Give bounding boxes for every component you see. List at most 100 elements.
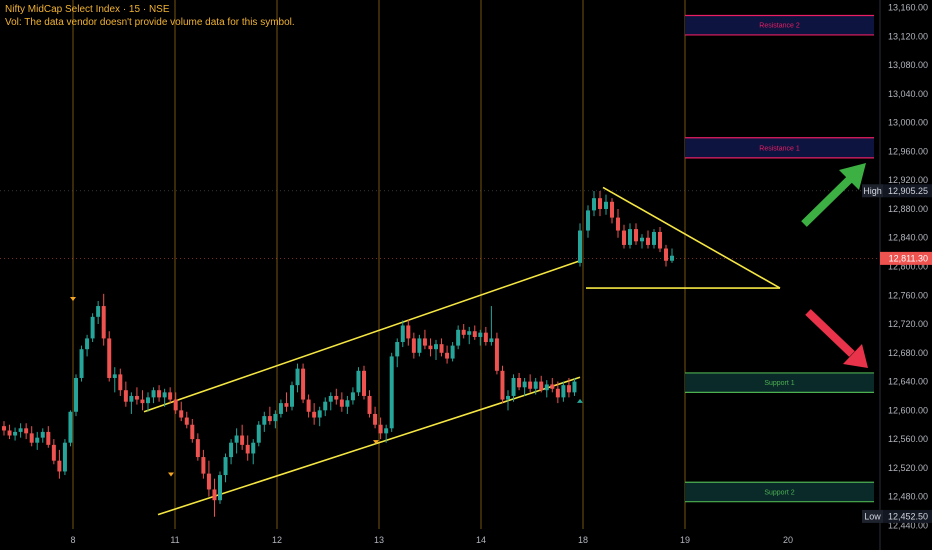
candle-body bbox=[450, 345, 455, 359]
candle bbox=[79, 345, 84, 382]
candle bbox=[461, 324, 466, 339]
candle-body bbox=[74, 377, 78, 412]
candle bbox=[652, 229, 656, 249]
candle-body bbox=[616, 217, 620, 231]
candle bbox=[406, 319, 411, 346]
candle bbox=[456, 325, 461, 350]
y-tick-label: 12,440.00 bbox=[888, 520, 928, 530]
channel-upper-line[interactable] bbox=[143, 259, 581, 413]
candle bbox=[566, 377, 571, 398]
candle-body bbox=[592, 198, 596, 211]
triangle-upper-line[interactable] bbox=[602, 186, 781, 289]
candle bbox=[57, 449, 62, 479]
candle-body bbox=[578, 230, 582, 263]
candle bbox=[598, 190, 602, 217]
candle-body bbox=[240, 435, 245, 445]
candle-body bbox=[173, 399, 178, 411]
current-price-line bbox=[0, 190, 880, 259]
candle bbox=[323, 397, 328, 417]
candle-body bbox=[107, 338, 112, 378]
candle-body bbox=[517, 377, 522, 388]
support-2-zone[interactable] bbox=[685, 482, 874, 502]
candle-body bbox=[118, 374, 123, 391]
candle-body bbox=[652, 231, 656, 245]
candle bbox=[528, 374, 533, 393]
candle bbox=[400, 320, 405, 348]
candle-body bbox=[445, 352, 450, 359]
candle-body bbox=[634, 229, 638, 242]
candle-body bbox=[234, 435, 239, 443]
candle bbox=[539, 375, 544, 393]
y-tick-label: 12,920.00 bbox=[888, 175, 928, 185]
candle-body bbox=[46, 431, 51, 445]
low-tag-value: 12,452.50 bbox=[888, 511, 928, 521]
candle bbox=[472, 325, 477, 340]
zone-layer[interactable]: Resistance 2 Resistance 1 Support 1 Support… bbox=[685, 14, 874, 503]
support-1-zone[interactable] bbox=[685, 372, 874, 393]
candle-body bbox=[140, 399, 145, 404]
candle-body bbox=[123, 390, 128, 402]
candle bbox=[384, 424, 389, 443]
candle bbox=[417, 334, 422, 357]
candle-body bbox=[206, 473, 211, 490]
candle bbox=[628, 223, 632, 249]
resistance-2-zone[interactable] bbox=[685, 15, 874, 35]
x-tick-label: 8 bbox=[70, 535, 75, 545]
candle bbox=[533, 377, 538, 395]
candle-body bbox=[539, 381, 544, 391]
candle-body bbox=[389, 356, 394, 429]
candle-body bbox=[218, 475, 222, 501]
arrow-layer[interactable] bbox=[801, 163, 868, 368]
candle bbox=[278, 399, 283, 418]
candle bbox=[445, 345, 450, 364]
candle-body bbox=[306, 399, 311, 412]
candle-body bbox=[550, 384, 555, 389]
price-tags: 12,905.25 High 12,811.30 12,452.50 Low bbox=[862, 184, 932, 523]
candle-body bbox=[362, 370, 366, 396]
candle-body bbox=[40, 431, 45, 438]
x-tick-label: 20 bbox=[783, 535, 793, 545]
candle-body bbox=[586, 210, 590, 231]
resistance-1-zone[interactable] bbox=[685, 137, 874, 158]
x-axis[interactable]: 8 11 12 13 14 18 19 20 bbox=[0, 529, 880, 550]
chart-title[interactable]: Nifty MidCap Select Index · 15 · NSE bbox=[5, 4, 170, 15]
bullish-arrow-shaft bbox=[801, 174, 855, 227]
resistance-1-label: Resistance 1 bbox=[759, 145, 800, 152]
candle-body bbox=[489, 338, 494, 343]
trendline-layer[interactable] bbox=[143, 186, 781, 516]
channel-lower-line[interactable] bbox=[157, 376, 581, 516]
y-axis[interactable]: 13,160.00 13,120.00 13,080.00 13,040.00 13,0… bbox=[879, 0, 932, 550]
y-tick-label: 12,960.00 bbox=[888, 146, 928, 156]
high-tag-value: 12,905.25 bbox=[888, 186, 928, 196]
candle bbox=[646, 230, 650, 249]
y-tick-label: 12,840.00 bbox=[888, 233, 928, 243]
candle-body bbox=[356, 370, 361, 393]
candle-body bbox=[500, 370, 505, 400]
candle-body bbox=[472, 331, 477, 337]
x-tick-label: 19 bbox=[680, 535, 690, 545]
candle-body bbox=[317, 410, 322, 418]
candle bbox=[295, 363, 300, 393]
signal-marker bbox=[373, 440, 379, 445]
volume-note: Vol: The data vendor doesn't provide vol… bbox=[5, 17, 295, 28]
candle bbox=[262, 411, 267, 432]
candle-body bbox=[670, 255, 674, 261]
candle-body bbox=[506, 395, 510, 400]
candle-body bbox=[284, 403, 289, 407]
candle-body bbox=[478, 332, 483, 337]
y-tick-label: 12,560.00 bbox=[888, 434, 928, 444]
candle-body bbox=[350, 392, 355, 401]
y-tick-label: 12,720.00 bbox=[888, 319, 928, 329]
candle-body bbox=[494, 338, 499, 371]
candle-body bbox=[7, 430, 12, 436]
candle bbox=[24, 423, 29, 440]
candle bbox=[506, 390, 510, 411]
candle bbox=[90, 313, 95, 343]
candle bbox=[68, 410, 73, 447]
y-tick-label: 13,120.00 bbox=[888, 31, 928, 41]
candle bbox=[428, 338, 433, 357]
y-tick-label: 12,680.00 bbox=[888, 348, 928, 358]
candle bbox=[658, 226, 662, 253]
candle bbox=[179, 401, 184, 422]
